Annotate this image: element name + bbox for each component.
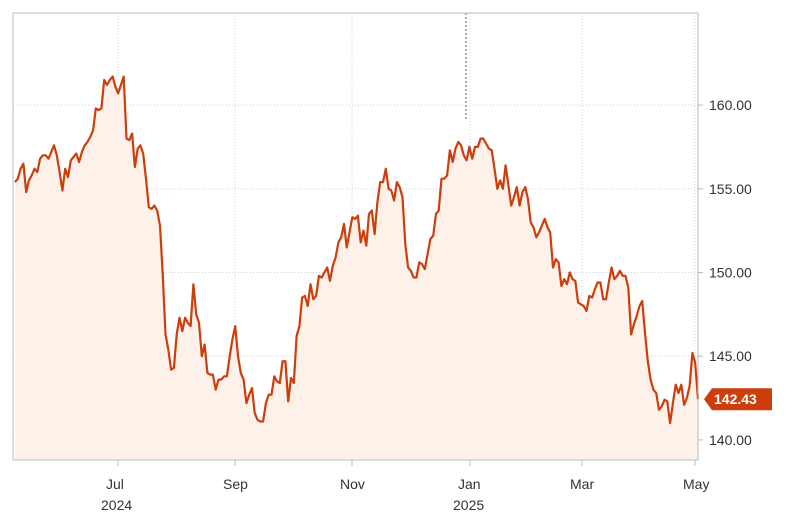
x-tick-label: Sep: [223, 476, 248, 492]
y-tick-label: 160.00: [709, 97, 752, 113]
y-tick-label: 140.00: [709, 432, 752, 448]
x-tick-label: Jan: [458, 476, 481, 492]
price-series-line: [14, 75, 700, 425]
last-price-label: 142.43: [714, 391, 757, 407]
y-tick-label: 150.00: [709, 264, 752, 280]
y-tick-label: 145.00: [709, 348, 752, 364]
y-tick-label: 155.00: [709, 181, 752, 197]
x-tick-label: Nov: [340, 476, 365, 492]
x-axis: Jul 2024 Sep Nov Jan 2025 Mar May: [101, 460, 709, 513]
x-tick-year-label: 2024: [101, 497, 132, 513]
last-price-badge: [704, 388, 772, 411]
x-tick-label: May: [683, 476, 709, 492]
x-tick-label: Jul: [106, 476, 124, 492]
x-tick-label: Mar: [570, 476, 594, 492]
price-area-fill: [15, 76, 698, 460]
y-axis: 140.00 145.00 150.00 155.00 160.00: [698, 97, 752, 448]
last-price-marker: 142.43: [704, 388, 772, 411]
x-tick-year-label: 2025: [453, 497, 484, 513]
plot-border: [12, 12, 699, 461]
